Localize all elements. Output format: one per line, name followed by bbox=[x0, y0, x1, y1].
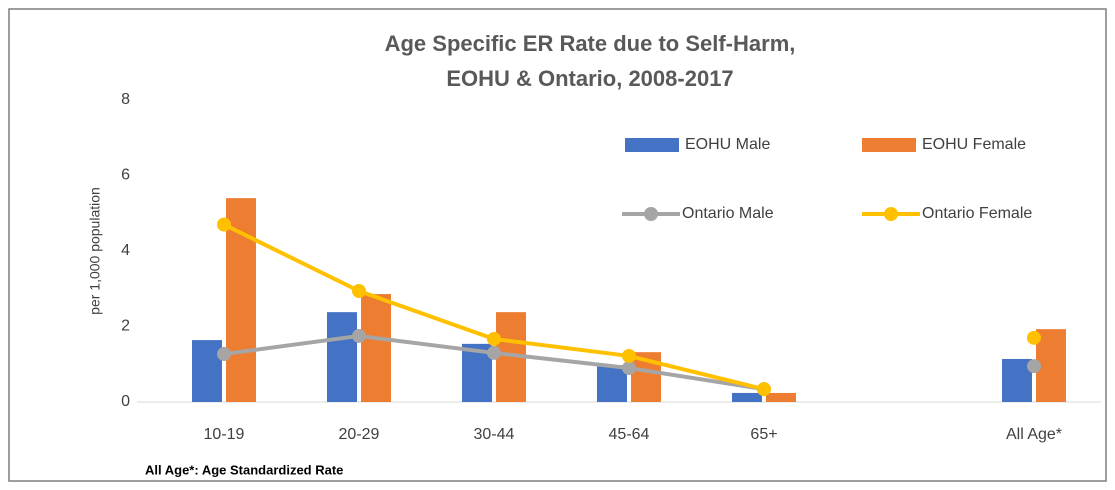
y-tick-label: 0 bbox=[121, 393, 130, 410]
y-tick-label: 2 bbox=[121, 318, 130, 335]
legend-label: Ontario Male bbox=[682, 205, 774, 222]
legend-label: Ontario Female bbox=[922, 205, 1032, 222]
chart-title: Age Specific ER Rate due to Self-Harm, bbox=[385, 31, 796, 56]
x-tick-label: 45-64 bbox=[609, 426, 650, 443]
marker bbox=[622, 348, 636, 363]
legend-label: EOHU Male bbox=[685, 136, 770, 153]
bar bbox=[1036, 329, 1066, 402]
marker bbox=[622, 361, 636, 376]
marker bbox=[1027, 359, 1041, 374]
legend-swatch bbox=[862, 138, 916, 152]
bar bbox=[361, 294, 391, 402]
marker bbox=[217, 217, 231, 232]
marker bbox=[352, 328, 366, 343]
marker bbox=[1027, 330, 1041, 345]
x-tick-label: 65+ bbox=[750, 426, 777, 443]
chart-title: EOHU & Ontario, 2008-2017 bbox=[446, 66, 733, 91]
legend-swatch bbox=[644, 207, 658, 221]
bar bbox=[597, 365, 627, 402]
marker bbox=[352, 284, 366, 299]
x-tick-label: 20-29 bbox=[339, 426, 380, 443]
x-tick-label: 10-19 bbox=[204, 426, 245, 443]
legend-swatch bbox=[625, 138, 679, 152]
marker bbox=[487, 331, 501, 346]
bar bbox=[192, 340, 222, 402]
y-tick-label: 6 bbox=[121, 167, 130, 184]
x-tick-label: 30-44 bbox=[474, 426, 515, 443]
bar bbox=[732, 392, 762, 402]
x-tick-label: All Age* bbox=[1006, 426, 1062, 443]
legend-label: EOHU Female bbox=[922, 136, 1026, 153]
bar bbox=[766, 392, 796, 402]
marker bbox=[487, 345, 501, 360]
footnote: All Age*: Age Standardized Rate bbox=[145, 462, 343, 477]
bar bbox=[327, 312, 357, 402]
y-tick-label: 4 bbox=[121, 242, 130, 259]
legend-swatch bbox=[884, 207, 898, 221]
y-tick-label: 8 bbox=[121, 91, 130, 108]
marker bbox=[757, 382, 771, 397]
marker bbox=[217, 347, 231, 362]
y-axis-label: per 1,000 population bbox=[87, 187, 103, 315]
